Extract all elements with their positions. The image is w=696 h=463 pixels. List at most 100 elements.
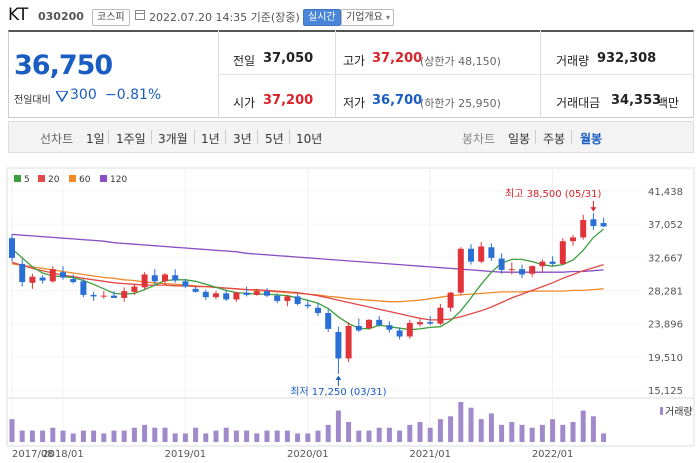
candle-body <box>294 296 301 304</box>
volume-bar <box>162 427 168 442</box>
volume-bar <box>295 433 301 442</box>
amount-label: 거래대금 <box>556 96 601 110</box>
tab-1d[interactable]: 1일 <box>86 132 105 146</box>
timestamp: 2022.07.20 14:35 기준(장중) <box>149 11 300 24</box>
divider <box>257 130 258 144</box>
high-label: 고가 <box>343 54 366 68</box>
volume-bar <box>203 433 209 442</box>
divider <box>571 130 572 144</box>
legend-ma60: 60 <box>69 175 90 185</box>
annotation-high-arrowhead <box>590 207 597 212</box>
volume-bar <box>50 427 56 442</box>
prev-close-value: 37,050 <box>263 51 314 66</box>
chart-frame <box>6 167 695 447</box>
volume-bar <box>315 430 321 442</box>
legend-ma20: 20 <box>38 175 59 185</box>
amount-value: 34,353 <box>611 93 662 108</box>
volume-bar <box>223 427 229 442</box>
ma120-line <box>11 233 604 273</box>
volume-bar <box>274 430 280 442</box>
volume-bar <box>386 427 392 442</box>
volume-bar <box>254 433 260 442</box>
divider <box>218 30 219 118</box>
volume-bar <box>193 427 199 442</box>
candle-body <box>559 241 566 264</box>
volume-bar <box>244 430 250 442</box>
x-tick-label: 2021/01 <box>409 449 451 460</box>
legend-label: 60 <box>79 175 91 185</box>
low-value: 36,700 <box>372 93 423 108</box>
stock-name: KT <box>8 5 29 25</box>
ma20-line <box>11 261 604 321</box>
company-info-dropdown[interactable]: 기업개요 ▾ <box>341 9 395 26</box>
candle-body <box>570 237 576 242</box>
volume-bar <box>91 430 97 442</box>
tab-daily[interactable]: 일봉 <box>508 132 531 146</box>
candle-body <box>90 294 97 297</box>
candle-body <box>284 296 291 301</box>
volume-bar <box>182 433 188 442</box>
candle-body <box>233 292 240 300</box>
realtime-button[interactable]: 실시간 <box>303 9 341 26</box>
volume-bar <box>233 430 239 442</box>
period-tabbar <box>8 121 694 153</box>
legend-swatch <box>14 175 21 182</box>
y-tick-label: 41,438 <box>648 187 683 198</box>
tab-weekly[interactable]: 주봉 <box>543 132 566 146</box>
legend-label: 5 <box>24 175 30 185</box>
change-percent: −0.81% <box>105 87 162 103</box>
divider <box>151 130 152 144</box>
candle-body <box>264 291 270 296</box>
volume-bar <box>101 433 107 442</box>
tab-monthly[interactable]: 월봉 <box>580 132 603 146</box>
volume-bar <box>40 430 46 442</box>
candle-body <box>406 322 413 337</box>
candle-body <box>478 246 485 262</box>
volume-bar <box>346 422 352 442</box>
tab-5y[interactable]: 5년 <box>265 132 284 146</box>
open-label: 시가 <box>233 96 256 110</box>
volume-bar <box>70 433 76 442</box>
y-tick-label: 37,052 <box>648 220 683 231</box>
y-tick-label: 28,281 <box>648 287 683 298</box>
lower-limit: (하한가 25,950) <box>420 97 501 110</box>
tab-1y[interactable]: 1년 <box>201 132 220 146</box>
candle-body <box>49 269 56 282</box>
volume-bar <box>560 424 566 442</box>
tab-1w[interactable]: 1주일 <box>116 132 146 146</box>
volume-bar <box>9 419 15 442</box>
current-price: 36,750 <box>14 50 113 81</box>
market-badge: 코스피 <box>92 9 130 26</box>
divider <box>535 130 536 144</box>
volume-bar <box>305 433 311 442</box>
divider <box>219 74 694 75</box>
candle-body <box>223 293 230 300</box>
volume-bar <box>529 427 535 442</box>
candle-chart-label: 봉차트 <box>462 132 496 146</box>
candle-body <box>457 248 464 293</box>
tab-3y[interactable]: 3년 <box>233 132 252 146</box>
volume-bar <box>488 413 494 442</box>
volume-bar <box>509 422 515 442</box>
high-value: 37,200 <box>372 51 423 66</box>
volume-bar <box>601 433 607 442</box>
candle-body <box>355 325 362 331</box>
volume-bar <box>539 424 545 442</box>
candle-body <box>100 295 107 297</box>
tab-10y[interactable]: 10년 <box>296 132 323 146</box>
x-tick-label: 2020/01 <box>287 449 329 460</box>
volume-bar <box>335 410 341 442</box>
legend-label: 120 <box>110 175 128 185</box>
candle-body <box>386 325 393 330</box>
candle-body <box>539 261 546 267</box>
volume-bar <box>121 430 127 442</box>
candle-body <box>192 288 199 292</box>
tab-3m[interactable]: 3개월 <box>158 132 188 146</box>
candle-body <box>417 322 423 325</box>
volume-legend-swatch <box>660 407 663 415</box>
volume-bar <box>213 430 219 442</box>
candle-body <box>447 292 454 308</box>
candle-body <box>519 269 525 275</box>
volume-bar <box>570 422 576 442</box>
